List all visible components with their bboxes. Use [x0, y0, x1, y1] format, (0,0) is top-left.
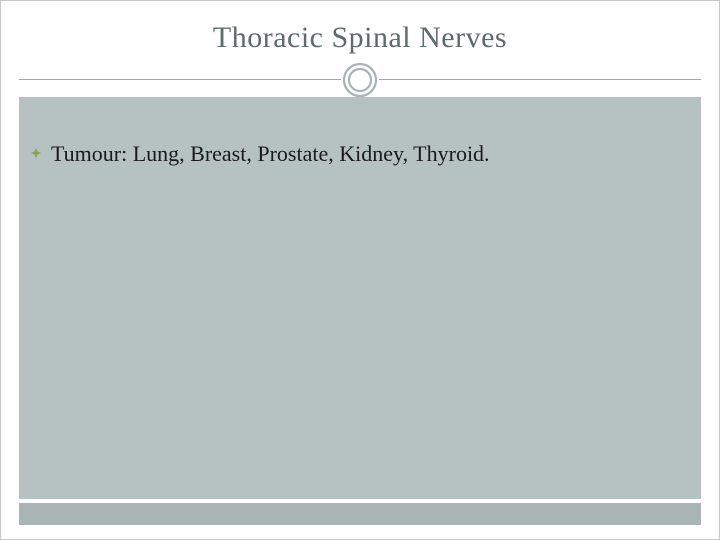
bullet-icon [31, 148, 41, 158]
circle-ornament-icon [341, 61, 379, 99]
footer-bar [19, 503, 701, 525]
slide-header: Thoracic Spinal Nerves [1, 1, 719, 97]
bullet-text: Tumour: Lung, Breast, Prostate, Kidney, … [51, 139, 490, 169]
slide-title: Thoracic Spinal Nerves [1, 21, 719, 55]
slide-body: Tumour: Lung, Breast, Prostate, Kidney, … [19, 97, 701, 499]
slide: Thoracic Spinal Nerves Tumour: Lung, Bre… [0, 0, 720, 540]
list-item: Tumour: Lung, Breast, Prostate, Kidney, … [19, 97, 701, 169]
